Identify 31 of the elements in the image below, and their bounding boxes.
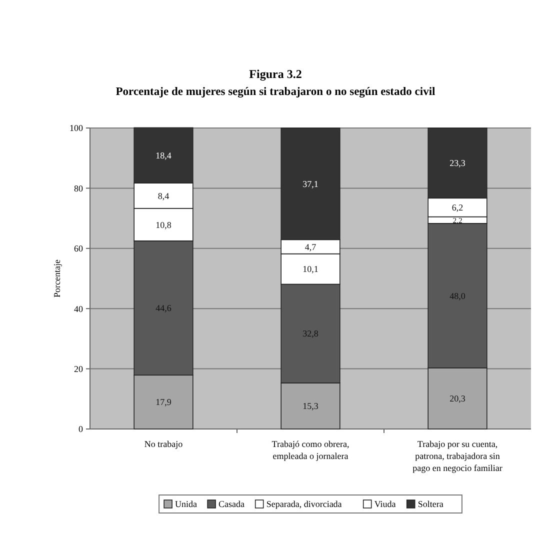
y-tick-label: 100 [70,123,84,134]
legend-label: Soltera [418,499,444,510]
data-label: 32,8 [302,328,319,339]
data-label: 44,6 [156,303,172,314]
legend-label: Casada [218,499,245,510]
x-tick-label: Trabajo por su cuenta, patrona, trabajadora sin pago en negocio familiar [412,439,502,473]
legend-label: Separada, divorciada [266,499,342,510]
data-label: 48,0 [450,290,466,301]
data-label: 6,2 [452,202,464,213]
y-axis-title: Porcentaje [52,260,62,298]
chart-title: Figura 3.2 [249,67,302,81]
y-tick-label: 20 [74,364,84,374]
y-tick-label: 80 [74,183,84,194]
data-label: 18,4 [156,150,172,161]
data-label: 8,4 [158,190,170,201]
data-label: 10,1 [302,264,318,274]
x-tick-label: Trabajó como obrera, empleada o jornalera [272,439,350,461]
y-tick-label: 0 [78,424,84,434]
data-label: 10,8 [156,220,172,230]
chart-subtitle: Porcentaje de mujeres según si trabajaron o no según estado civil [116,86,436,98]
legend-label: Unida [175,499,198,510]
data-label: 15,3 [302,401,319,412]
data-label: 4,7 [304,242,317,252]
legend-label: Viuda [374,499,396,510]
data-label: 23,3 [450,158,466,168]
x-tick-label: No trabajo [144,439,184,449]
y-tick-label: 60 [74,244,84,254]
data-label: 37,1 [302,178,318,189]
data-label: 20,3 [450,394,466,404]
y-tick-label: 40 [74,304,84,314]
data-label: 17,9 [156,397,172,408]
